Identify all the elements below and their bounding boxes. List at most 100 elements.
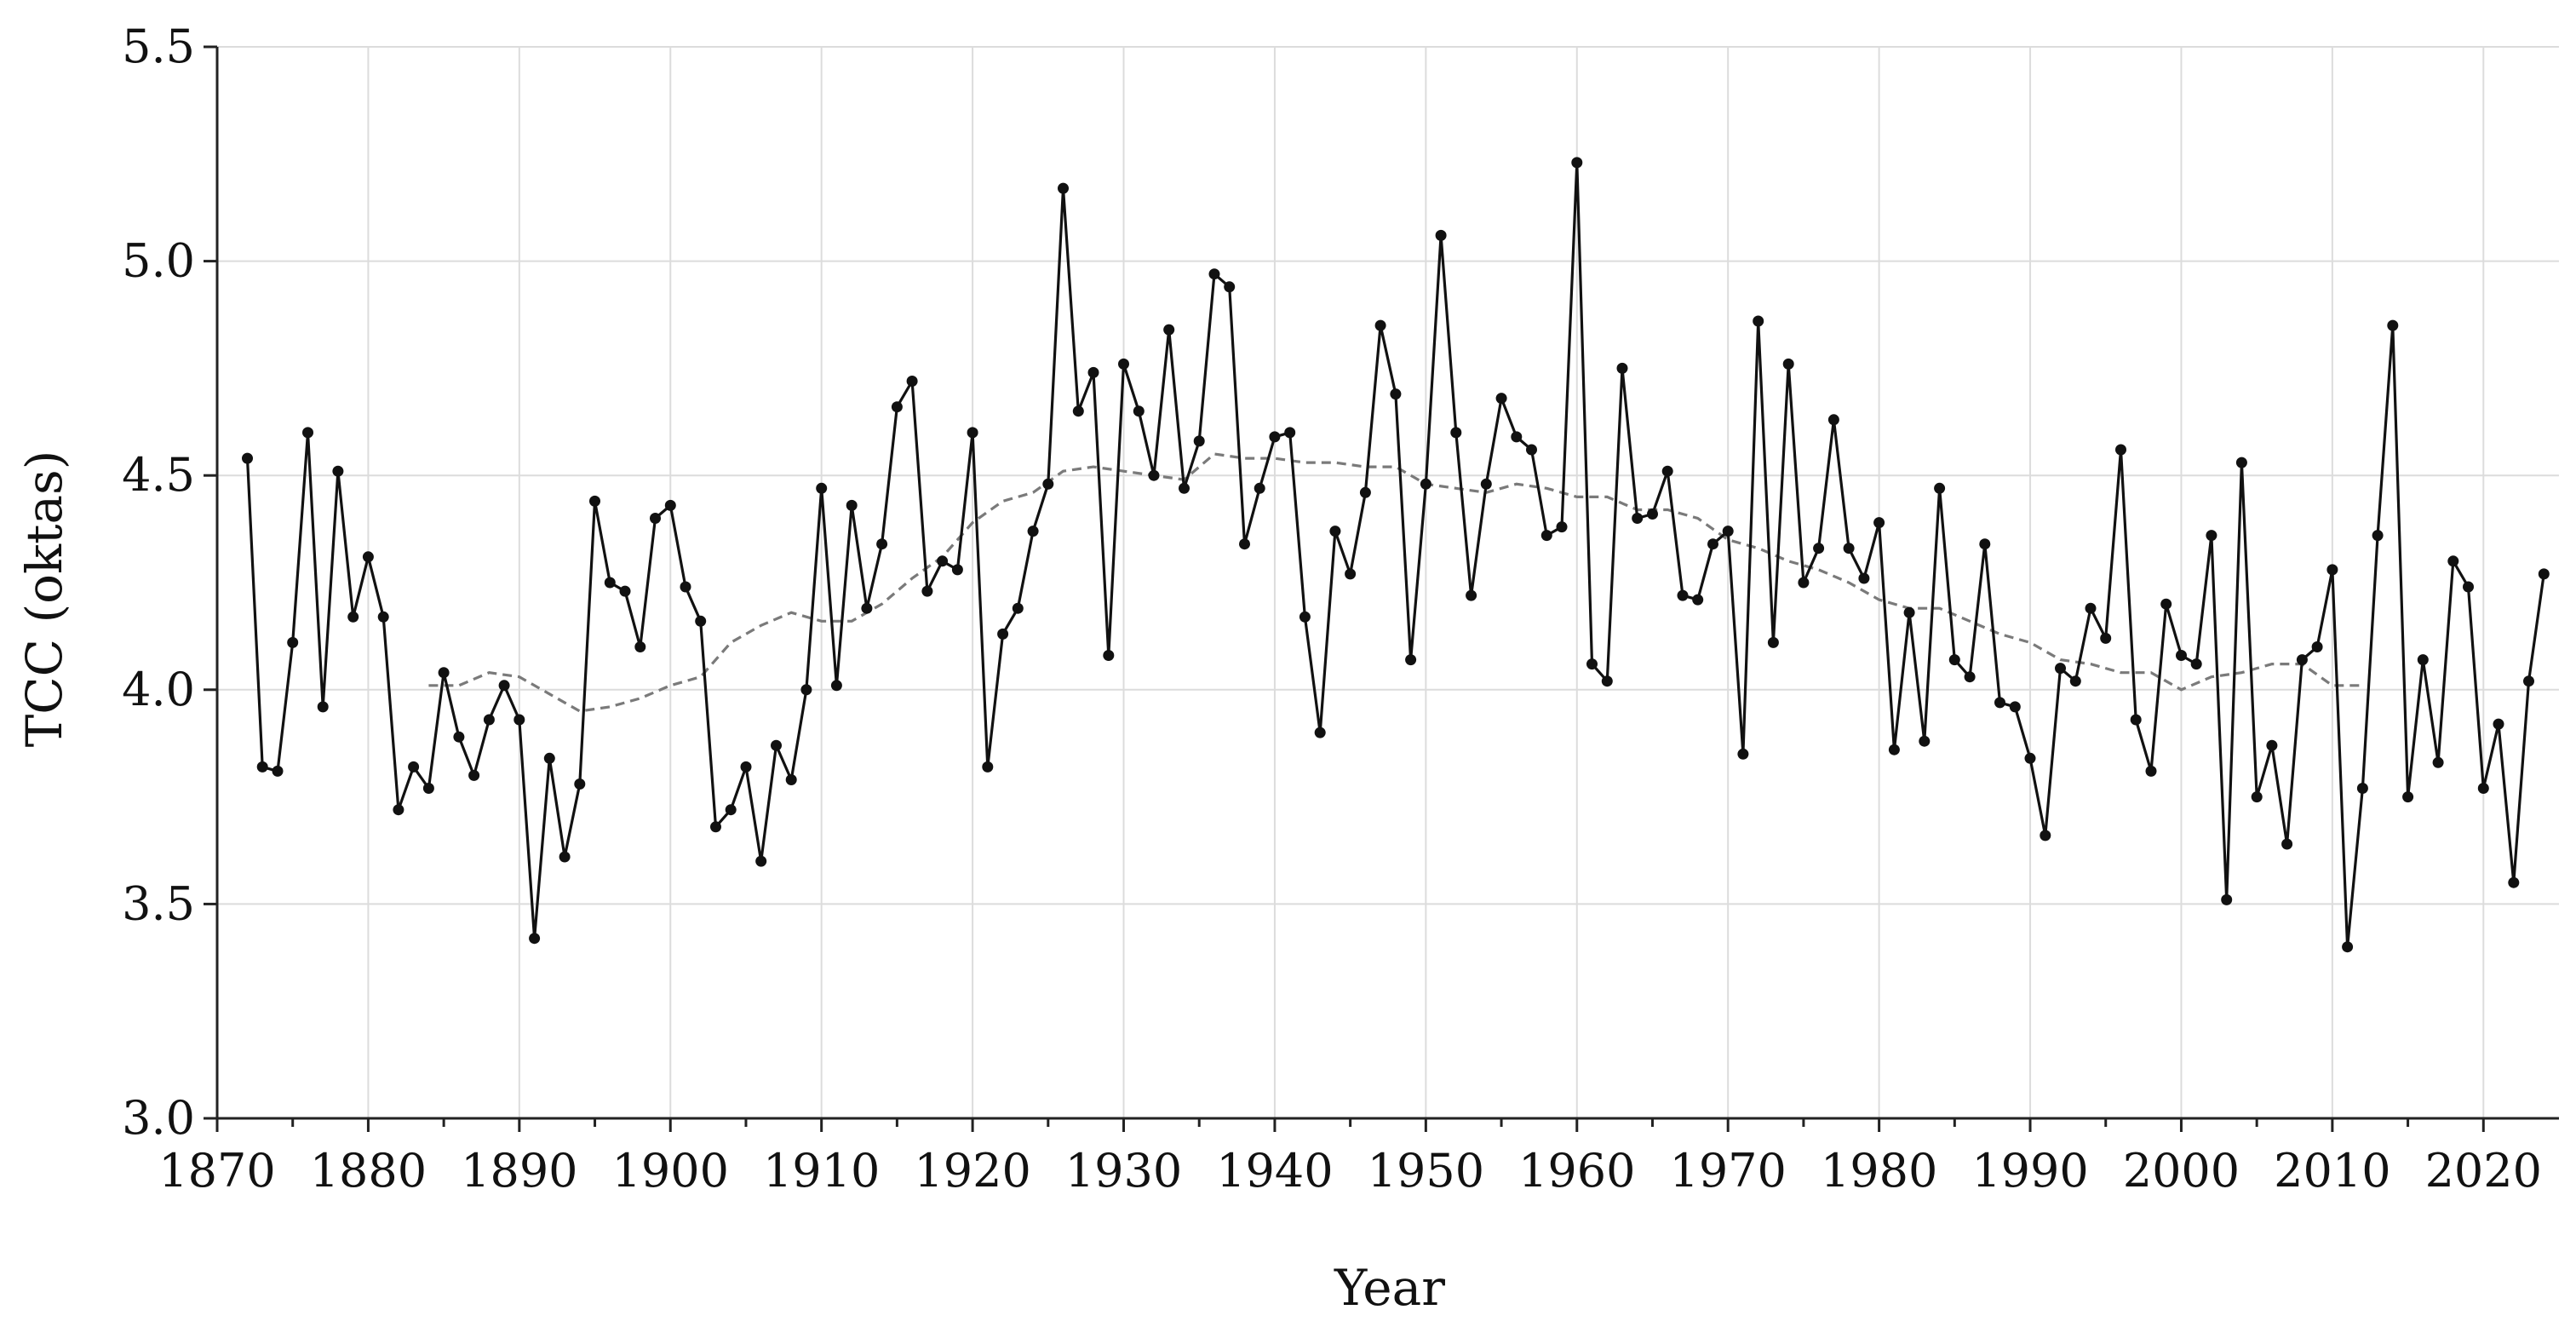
data-point (997, 628, 1009, 640)
data-point (771, 739, 782, 751)
data-point (695, 615, 707, 627)
data-point (1239, 538, 1250, 550)
data-point (2024, 752, 2036, 764)
data-point (2176, 650, 2187, 661)
data-point (2493, 718, 2504, 730)
data-point (710, 821, 721, 833)
data-point (2206, 530, 2217, 542)
data-point (2311, 641, 2323, 652)
data-point (1193, 435, 1205, 447)
data-point (2085, 602, 2097, 614)
data-point (2432, 756, 2444, 768)
data-point (317, 701, 329, 713)
data-point (2040, 830, 2051, 842)
data-point (1314, 727, 1326, 738)
data-point (1813, 543, 1825, 554)
x-tick-label: 1990 (1971, 1144, 2088, 1198)
data-point (1163, 324, 1175, 336)
data-point (1299, 611, 1311, 623)
data-point (1722, 526, 1734, 537)
data-point (1692, 594, 1704, 606)
data-point (619, 585, 631, 597)
data-point (1753, 315, 1764, 327)
data-point (816, 482, 828, 494)
data-point (650, 513, 661, 524)
x-tick-label: 1870 (158, 1144, 275, 1198)
data-point (1601, 675, 1613, 687)
data-point (1798, 577, 1810, 589)
data-point (408, 761, 420, 773)
data-point (422, 783, 434, 794)
data-point (2251, 791, 2263, 803)
data-point (438, 667, 450, 679)
data-point (1647, 508, 1658, 520)
x-tick-label: 2010 (2274, 1144, 2390, 1198)
data-point (1843, 543, 1855, 554)
x-tick-label: 1920 (914, 1144, 1030, 1198)
data-point (1586, 658, 1598, 670)
data-point (362, 551, 374, 563)
data-point (1677, 589, 1689, 601)
data-point (634, 641, 646, 652)
data-point (543, 752, 555, 764)
data-point (937, 555, 949, 567)
x-tick-label: 2020 (2425, 1144, 2542, 1198)
data-point (2115, 444, 2126, 456)
data-point (1058, 182, 1069, 194)
data-point (1012, 602, 1024, 614)
data-point (513, 714, 525, 726)
data-point (1827, 414, 1839, 426)
data-point (332, 465, 344, 477)
data-point (1556, 521, 1568, 533)
data-point (1661, 465, 1673, 477)
data-point (1224, 281, 1236, 293)
data-point (785, 774, 797, 785)
annual-tcc-line (245, 161, 2545, 949)
data-point (2190, 658, 2202, 670)
data-point (1118, 358, 1129, 370)
data-point (2538, 568, 2550, 580)
data-point (1948, 654, 1960, 666)
x-tick-label: 1880 (310, 1144, 427, 1198)
data-point (1329, 526, 1341, 537)
data-point (2266, 739, 2278, 751)
data-point (347, 611, 359, 623)
data-point (1571, 157, 1583, 169)
data-point (1888, 744, 1900, 755)
data-point (876, 538, 888, 550)
data-point (2342, 941, 2354, 953)
data-point (830, 680, 842, 692)
data-point (1495, 393, 1507, 405)
data-point (2387, 319, 2399, 331)
data-point (1405, 654, 1417, 666)
data-point (2160, 598, 2172, 610)
data-point (272, 765, 284, 777)
data-point (1934, 482, 1946, 494)
data-point (1435, 229, 1447, 241)
data-point (589, 495, 600, 507)
x-tick-label: 1900 (612, 1144, 729, 1198)
data-point (1480, 478, 1492, 490)
data-point (2221, 893, 2233, 905)
data-point (2523, 675, 2534, 687)
data-point (2356, 783, 2368, 794)
data-point (2100, 632, 2112, 644)
data-point (1919, 735, 1931, 747)
data-point (2069, 675, 2081, 687)
x-tick-label: 1890 (461, 1144, 577, 1198)
data-point (1450, 427, 1462, 439)
data-point (755, 855, 767, 867)
x-tick-label: 1910 (763, 1144, 880, 1198)
data-point (1269, 431, 1281, 443)
data-point (1616, 362, 1628, 374)
data-point (1782, 358, 1794, 370)
y-tick-label: 3.0 (122, 1091, 195, 1145)
axis-layer: 3.0 3.5 4.0 4.5 5.0 5.5 1870 1880 1890 1900 1910 19… (122, 20, 2559, 1198)
data-point (891, 401, 903, 413)
data-point (951, 564, 963, 576)
data-point (725, 804, 737, 816)
data-point (1979, 538, 1991, 550)
data-point (2145, 765, 2157, 777)
data-point (2372, 530, 2384, 542)
data-point (1042, 478, 1054, 490)
